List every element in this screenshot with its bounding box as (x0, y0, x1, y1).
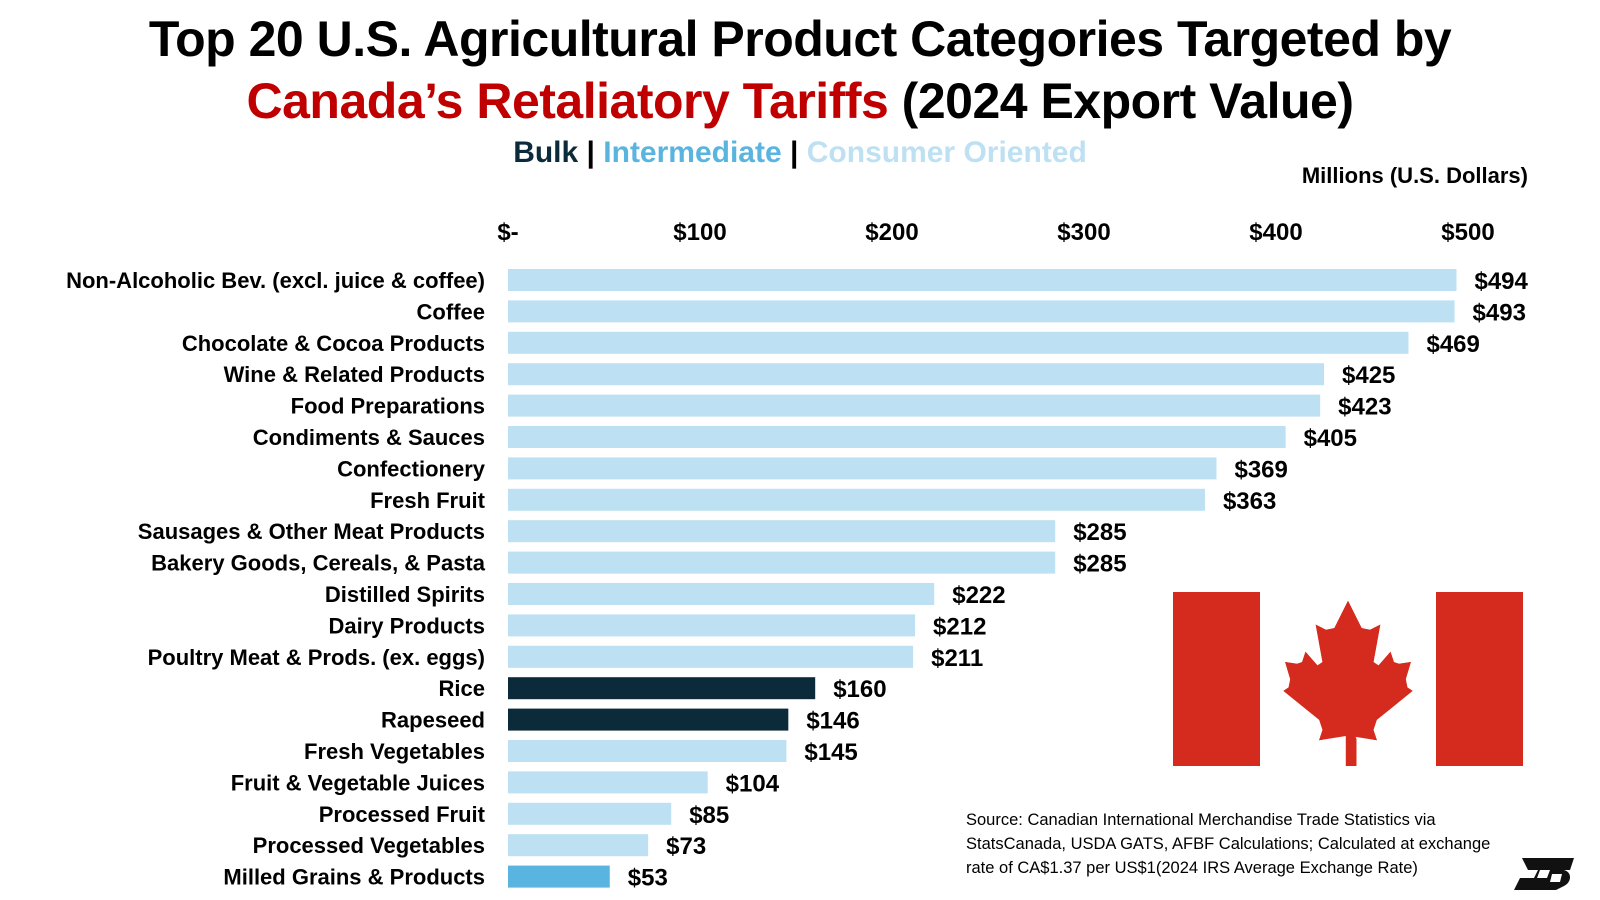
data-label: $211 (931, 645, 983, 672)
legend-separator-1: | (578, 136, 604, 169)
category-label: Food Preparations (291, 394, 485, 419)
title-line-2: Canada’s Retaliatory Tariffs (2024 Expor… (0, 70, 1600, 132)
data-label: $363 (1223, 488, 1276, 515)
data-label: $222 (952, 582, 1005, 609)
bar-dairy-products (508, 614, 916, 637)
category-label: Dairy Products (329, 613, 486, 638)
bar-processed-fruit (508, 802, 672, 825)
title-highlight: Canada’s Retaliatory Tariffs (246, 73, 889, 129)
category-label: Milled Grains & Products (223, 865, 485, 890)
data-label: $285 (1073, 519, 1126, 546)
data-label: $212 (933, 613, 986, 640)
category-label: Wine & Related Products (224, 362, 485, 387)
category-label: Processed Fruit (319, 802, 486, 827)
data-label: $469 (1426, 331, 1479, 358)
data-label: $425 (1342, 362, 1395, 389)
x-tick-label: $200 (865, 219, 918, 246)
bar-poultry-meat-prods-ex-eggs (508, 645, 914, 668)
x-tick-label: $100 (673, 219, 726, 246)
legend-consumer-oriented: Consumer Oriented (806, 136, 1087, 169)
bar-condiments-sauces (508, 426, 1286, 448)
legend-bulk: Bulk (513, 136, 579, 169)
bar-food-preparations (508, 394, 1321, 417)
x-tick-label: $300 (1057, 219, 1110, 246)
data-label: $493 (1473, 299, 1526, 326)
data-label: $73 (666, 833, 706, 860)
canada-flag-icon (1173, 592, 1523, 766)
bar-bakery-goods-cereals-pasta (508, 551, 1056, 574)
category-label: Rapeseed (381, 708, 485, 733)
category-label: Coffee (417, 299, 485, 324)
category-label: Chocolate & Cocoa Products (182, 331, 485, 356)
bar-confectionery (508, 457, 1217, 480)
bar-processed-vegetables (508, 834, 649, 857)
data-label: $160 (833, 676, 886, 703)
data-label: $369 (1234, 456, 1287, 483)
category-label: Fresh Vegetables (304, 739, 485, 764)
title-line-1: Top 20 U.S. Agricultural Product Categor… (148, 11, 1452, 67)
category-label: Rice (439, 676, 485, 701)
category-label: Processed Vegetables (253, 833, 485, 858)
legend-intermediate: Intermediate (603, 136, 782, 169)
data-label: $146 (806, 708, 859, 735)
category-label: Confectionery (337, 456, 486, 481)
bar-wine-related-products (508, 363, 1324, 386)
bar-sausages-other-meat-products (508, 520, 1056, 543)
category-label: Distilled Spirits (325, 582, 485, 607)
legend: Bulk | Intermediate | Consumer Oriented (0, 136, 1600, 170)
data-label: $423 (1338, 394, 1391, 421)
category-label: Sausages & Other Meat Products (138, 519, 485, 544)
bar-rice (508, 677, 816, 700)
data-label: $405 (1304, 425, 1357, 452)
bar-fresh-vegetables (508, 740, 787, 762)
data-label: $104 (726, 770, 780, 797)
bar-fruit-vegetable-juices (508, 771, 708, 794)
category-label: Poultry Meat & Prods. (ex. eggs) (148, 645, 485, 670)
bar-chocolate-cocoa-products (508, 331, 1409, 354)
chart-title: Top 20 U.S. Agricultural Product Categor… (0, 8, 1600, 132)
category-label: Non-Alcoholic Bev. (excl. juice & coffee… (66, 268, 485, 293)
data-label: $494 (1474, 268, 1528, 295)
category-label: Fresh Fruit (370, 488, 486, 513)
data-label: $285 (1073, 551, 1126, 578)
data-label: $85 (689, 802, 729, 829)
bar-fresh-fruit (508, 488, 1205, 511)
farm-bureau-logo-icon (1514, 858, 1574, 890)
bar-distilled-spirits (508, 583, 935, 605)
category-label: Condiments & Sauces (253, 425, 485, 450)
data-label: $53 (628, 865, 668, 892)
bar-coffee (508, 300, 1455, 323)
bar-milled-grains-products (508, 865, 610, 888)
category-label: Bakery Goods, Cereals, & Pasta (151, 551, 486, 576)
legend-separator-2: | (781, 136, 807, 169)
x-tick-label: $400 (1249, 219, 1302, 246)
title-line-2-rest: (2024 Export Value) (888, 73, 1354, 129)
bar-non-alcoholic-bev-excl-juice-coffee (508, 269, 1457, 291)
category-label: Fruit & Vegetable Juices (231, 770, 485, 795)
bar-rapeseed (508, 708, 789, 731)
x-tick-label: $- (497, 219, 518, 246)
axis-units-label: Millions (U.S. Dollars) (1301, 163, 1528, 188)
source-note: Source: Canadian International Merchandi… (966, 811, 1491, 877)
data-label: $145 (804, 739, 857, 766)
x-tick-label: $500 (1441, 219, 1494, 246)
